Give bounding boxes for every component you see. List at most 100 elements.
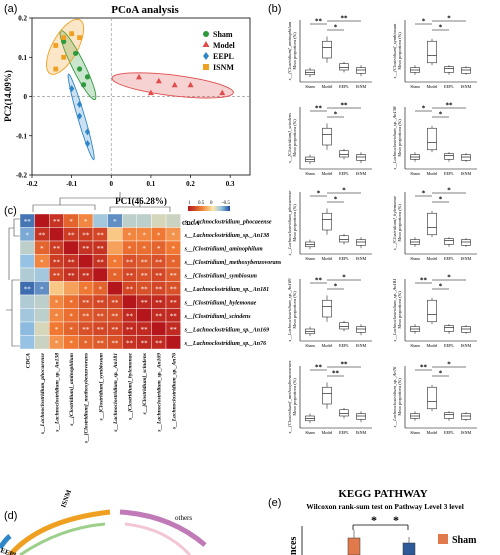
heatmap-star: ** [155,339,163,347]
boxplot-sig-mark: ** [315,18,323,26]
heatmap-star: * [128,231,132,239]
boxplot-group-label: ISNM [461,256,472,261]
panel-label-d: (d) [4,510,17,522]
column-dendrogram [32,192,171,212]
boxplot-taxon-label: s__Lachnoclostridium_sp._An76 [392,366,397,427]
heatmap-star: ** [170,312,178,320]
boxplot-group-label: Sham [410,343,420,348]
heatmap-star: ** [141,299,149,307]
heatmap-row-label: s__Lachnoclostridium_sp._An169 [184,327,270,333]
boxplot-sig-mark: * [334,196,338,204]
panel-label-c: (c) [4,205,17,217]
heatmap-cell [151,321,167,336]
pcoa-y-tick-label: 0.1 [18,54,27,62]
heatmap-cell [34,213,50,228]
heatmap-star: ** [53,218,61,226]
boxplot-y-label: Mean proportions (%) [397,32,402,70]
heatmap-star: ** [97,245,105,253]
heatmap-star: ** [155,272,163,280]
boxplot-y-label: Mean proportions (%) [292,32,297,70]
boxplot-sig-mark: * [422,18,426,26]
boxplot-group-label: Sham [410,171,420,176]
heatmap-column-label: s__Lachnoclostridium_sp._An169 [157,353,163,433]
boxplot-group-label: EEPL [444,430,454,435]
pcoa-y-tick-label: -0.2 [16,172,28,180]
heatmap-star: ** [82,299,90,307]
chord-label-isnm: ISNM [59,488,73,508]
boxplot-sig-mark: * [439,196,443,204]
heatmap-cell [151,213,167,228]
boxplot-box [339,150,349,158]
heatmap-row-label: s__[Clostridium]_methoxybenzovorans [184,260,282,266]
boxplot-1: s__[Clostridium]_aminophilum Mean proport… [287,15,372,89]
chord-diagram [0,509,207,555]
panel-label-b: (b) [268,3,281,15]
heatmap-column-label: s__[Clostridium]_hylemonae [128,352,134,420]
boxplot-box [322,299,332,318]
boxplot-group-label: Sham [305,430,315,435]
heatmap-star: * [142,231,146,239]
boxplot-sig-mark: * [334,283,338,291]
boxplot-2: s__[Clostridium]_symbiosum Mean proportio… [392,15,477,89]
heatmap-row-label: s__[Clostridium]_aminophilum [184,246,263,252]
boxplot-sig-mark: * [439,24,443,32]
boxplot-sig-mark: ** [315,105,323,113]
heatmap-star: * [113,272,117,280]
heatmap-star: ** [111,299,119,307]
boxplot-taxon-label: s__[Clostridium]_hylemonae [392,196,397,250]
boxplot-group-label: EEPL [444,256,454,261]
boxplot-6: s__[Clostridium]_hylemonae Mean proportio… [392,187,477,261]
heatmap-star: ** [155,299,163,307]
boxplot-sig-mark: ** [332,370,340,378]
heatmap-star: ** [97,339,105,347]
pcoa-point-sham [84,74,91,80]
heatmap-star: ** [141,258,149,266]
pcoa-point-model [171,81,178,88]
boxplot-sig-mark: * [447,274,451,282]
boxplot-sig-mark: ** [315,277,323,285]
boxplot-sig-mark: * [439,111,443,119]
boxplot-group-label: Model [322,430,334,435]
pcoa-point-sham [76,66,83,72]
legend-model-label: Model [213,41,236,50]
boxplot-box [339,409,349,417]
heatmap-star: ** [170,272,178,280]
heatmap-cell [63,281,79,296]
pcoa-legend: Sham Model EEPL ISNM [202,30,236,72]
heatmap-row-label: s__[Clostridium]_hylemonae [184,300,257,306]
heatmap-star: * [157,231,161,239]
heatmap-cdca-label: CDCA [182,221,200,227]
heatmap-cell [78,254,94,269]
boxplot-box [427,212,437,236]
boxplot-group-label: EEPL [339,171,349,176]
heatmap-legend-tick: -0.5 [222,201,230,206]
heatmap-star: * [40,245,44,253]
boxplot-group-label: ISNM [356,256,367,261]
pcoa-point-model [155,77,162,84]
heatmap-star: * [172,245,176,253]
boxplot-group-label: Model [427,256,439,261]
pcoa-point-model [187,81,194,88]
boxplot-sig-mark: * [334,111,338,119]
boxplot-taxon-label: s__[Clostridium]_methoxybenzovorans [287,360,292,433]
heatmap-star: * [142,245,146,253]
heatmap-star: ** [126,285,134,293]
heatmap-cell [49,227,65,242]
pcoa-point-eepl [76,100,83,108]
boxplot-3: s__[Clostridium]_scindens Mean proportion… [287,102,372,176]
boxplot-box [461,154,471,161]
heatmap-star: * [69,326,73,334]
heatmap-star: ** [126,312,134,320]
legend-eepl-marker [203,52,209,60]
boxplot-sig-mark: ** [446,102,454,110]
chord-inner-arc [124,522,192,555]
pcoa-point-isnm [61,54,67,60]
boxplot-y-label: Mean proportions (%) [397,378,402,416]
pcoa-point-model [136,73,143,80]
boxplot-sig-mark: * [447,361,451,369]
panel-label-a: (a) [4,3,17,15]
pcoa-point-eepl [84,128,91,136]
heatmap-cell [107,281,123,296]
heatmap-star: * [40,258,44,266]
heatmap-star: ** [38,231,46,239]
